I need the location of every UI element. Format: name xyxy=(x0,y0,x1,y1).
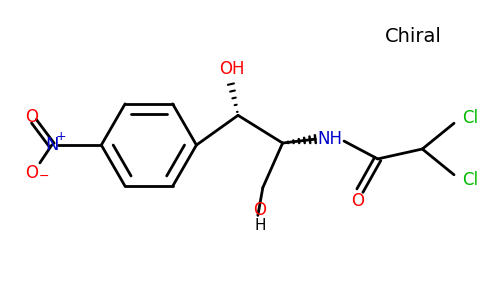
Text: O: O xyxy=(26,108,38,126)
Text: O: O xyxy=(351,191,364,209)
Text: O: O xyxy=(253,201,266,219)
Text: Cl: Cl xyxy=(462,171,478,189)
Text: +: + xyxy=(55,130,66,142)
Text: −: − xyxy=(39,170,49,183)
Text: NH: NH xyxy=(318,130,343,148)
Text: H: H xyxy=(254,218,266,233)
Text: Chiral: Chiral xyxy=(385,27,442,46)
Text: OH: OH xyxy=(219,60,245,78)
Text: O: O xyxy=(26,164,38,182)
Text: N: N xyxy=(45,136,59,154)
Text: Cl: Cl xyxy=(462,109,478,127)
